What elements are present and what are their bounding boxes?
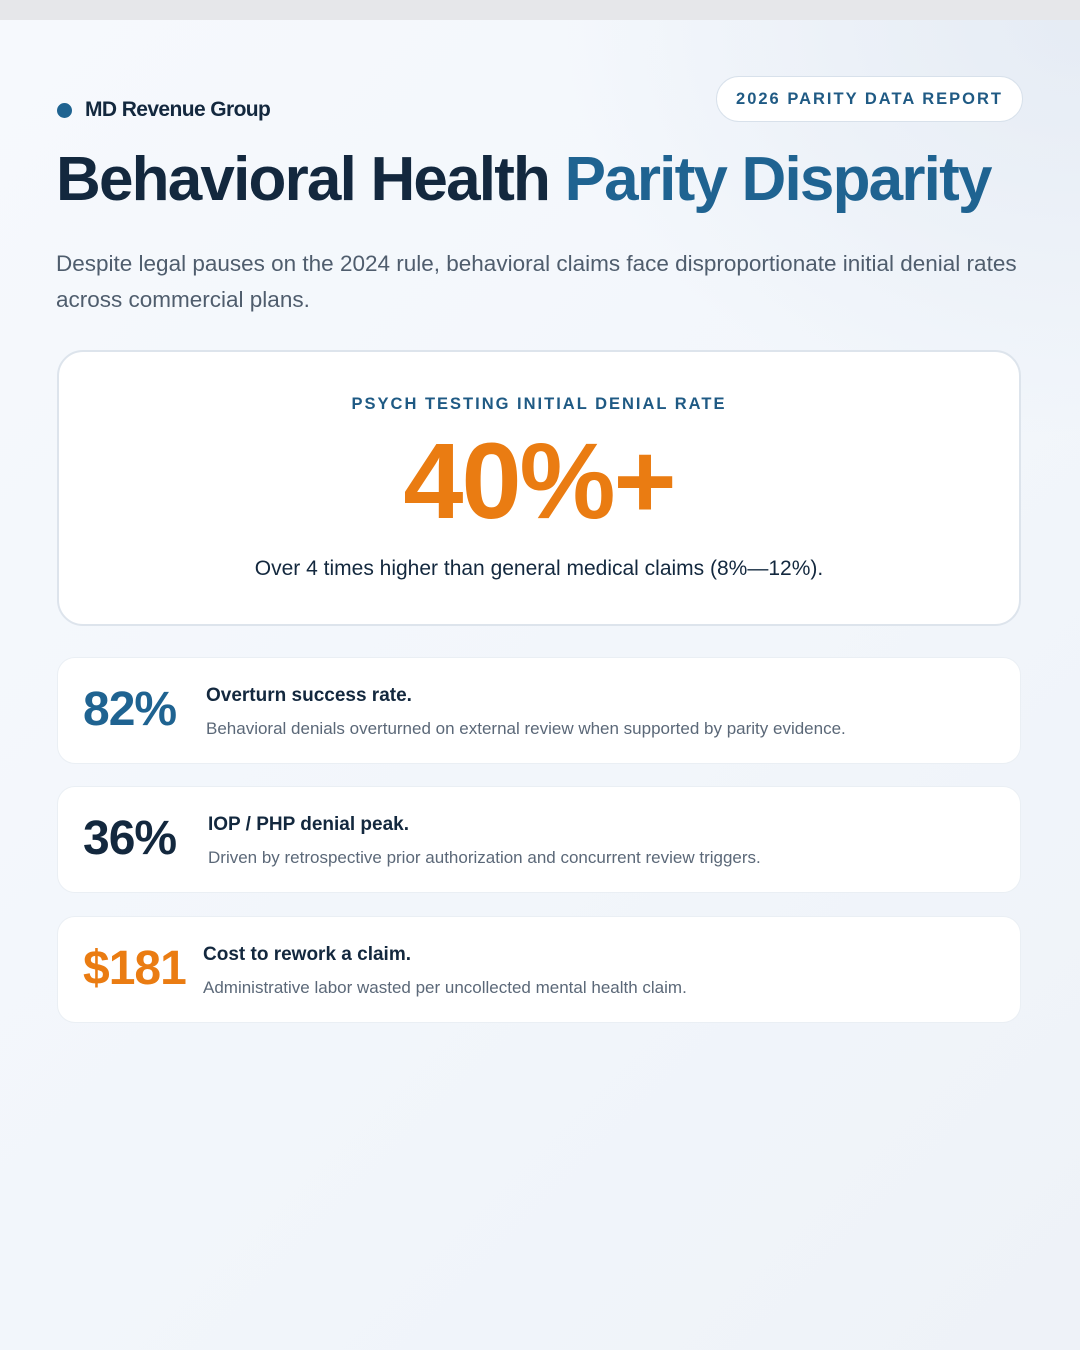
brand-dot-icon xyxy=(57,102,72,118)
stat-value: $181 xyxy=(83,942,187,995)
hero-stat-value: 40%+ xyxy=(403,420,676,541)
hero-stat-card: PSYCH TESTING INITIAL DENIAL RATE 40%+ O… xyxy=(57,350,1021,626)
stat-description: Administrative labor wasted per uncollec… xyxy=(203,978,687,997)
brand-name: MD Revenue Group xyxy=(85,98,271,121)
stat-title: Overturn success rate. xyxy=(206,685,412,706)
report-badge: 2026 PARITY DATA REPORT xyxy=(716,76,1023,122)
title-part-1: Behavioral Health xyxy=(56,145,551,214)
brand: MD Revenue Group xyxy=(57,98,271,122)
stat-card-overturn: 82% Overturn success rate. Behavioral de… xyxy=(57,657,1021,764)
stat-card-rework-cost: $181 Cost to rework a claim. Administrat… xyxy=(57,916,1021,1023)
hero-stat-label: PSYCH TESTING INITIAL DENIAL RATE xyxy=(351,395,727,413)
page-title: Behavioral Health Parity Disparity xyxy=(56,145,993,214)
title-part-2: Parity Disparity xyxy=(564,145,993,214)
report-page: MD Revenue Group 2026 PARITY DATA REPORT… xyxy=(0,20,1080,1350)
stat-title: Cost to rework a claim. xyxy=(203,944,412,965)
top-strip xyxy=(0,0,1080,20)
hero-stat-note: Over 4 times higher than general medical… xyxy=(254,557,824,580)
stat-value: 82% xyxy=(83,683,177,736)
stat-title: IOP / PHP denial peak. xyxy=(208,814,409,835)
subheadline: Despite legal pauses on the 2024 rule, b… xyxy=(56,251,1017,312)
stat-description: Driven by retrospective prior authorizat… xyxy=(208,848,761,867)
stat-value: 36% xyxy=(83,812,177,865)
stat-card-iop-php: 36% IOP / PHP denial peak. Driven by ret… xyxy=(57,786,1021,893)
stat-description: Behavioral denials overturned on externa… xyxy=(206,719,846,738)
